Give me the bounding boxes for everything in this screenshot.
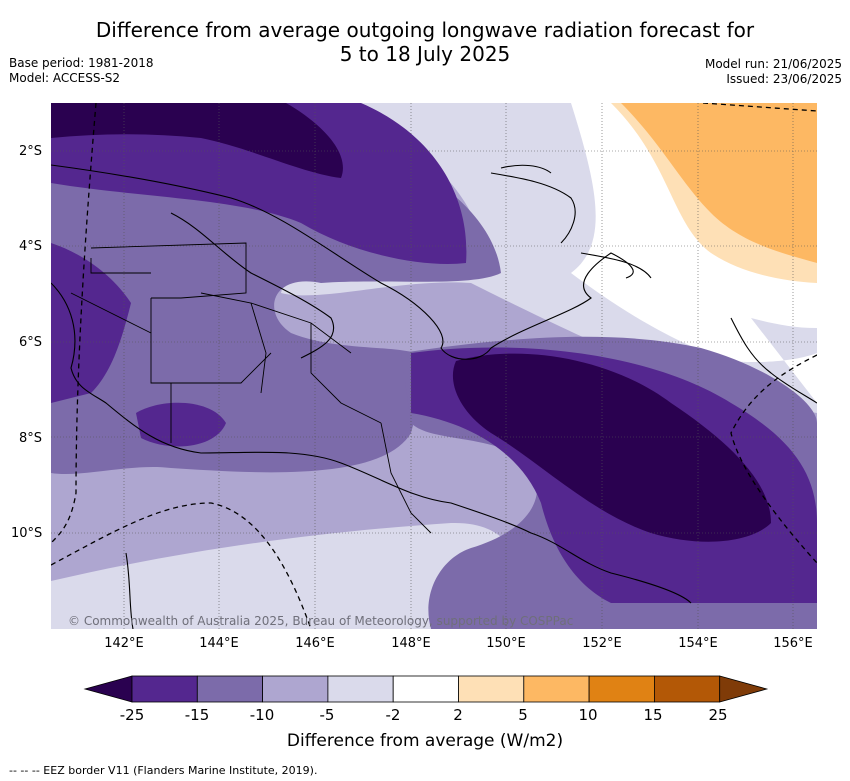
colorbar-label: Difference from average (W/m2) [286, 731, 564, 751]
cbar-tick-15: 15 [643, 706, 663, 724]
lat-label-4s: 4°S [19, 239, 43, 254]
colorbar-segment [458, 675, 525, 703]
model-run: Model run: 21/06/2025 [704, 57, 842, 71]
map-title: Difference from average outgoing longwav… [0, 18, 850, 66]
lat-label-2s: 2°S [19, 144, 43, 159]
base-period: Base period: 1981-2018 [9, 56, 154, 70]
lon-label-150e: 150°E [486, 636, 526, 651]
issued-date: Issued: 23/06/2025 [726, 72, 842, 86]
copyright-notice: © Commonwealth of Australia 2025, Bureau… [68, 614, 574, 628]
lon-label-148e: 148°E [391, 636, 431, 651]
map-canvas [51, 103, 817, 629]
lon-label-156e: 156°E [773, 636, 813, 651]
eez-legend-note: -- -- -- EEZ border V11 (Flanders Marine… [9, 764, 318, 777]
lat-label-10s: 10°S [11, 526, 43, 541]
colorbar-arrow-high [719, 675, 769, 703]
olr-anomaly-map [51, 103, 817, 629]
title-line-2: 5 to 18 July 2025 [339, 42, 511, 66]
lat-label-8s: 8°S [19, 431, 43, 446]
colorbar [83, 675, 769, 703]
colorbar-segment [523, 675, 590, 703]
cbar-tick-minus2: -2 [385, 706, 401, 724]
colorbar-segment [262, 675, 329, 703]
cbar-tick-minus25: -25 [119, 706, 145, 724]
cbar-tick-minus10: -10 [249, 706, 275, 724]
lon-label-146e: 146°E [295, 636, 335, 651]
band-minus25-minus15-westedge [51, 243, 131, 403]
lat-label-6s: 6°S [19, 335, 43, 350]
eez-border [51, 103, 817, 629]
band-minus5-minus2-south [51, 522, 551, 629]
colorbar-segment [654, 675, 721, 703]
band-below-minus25-core [452, 353, 771, 542]
meta-left: Base period: 1981-2018 Model: ACCESS-S2 [9, 56, 154, 86]
band-minus25-minus15-north [51, 103, 467, 264]
province-borders [70, 242, 432, 534]
cbar-tick-25: 25 [708, 706, 728, 724]
band-5-10 [621, 103, 817, 263]
cbar-tick-5: 5 [518, 706, 528, 724]
cbar-tick-2: 2 [453, 706, 463, 724]
model-name: Model: ACCESS-S2 [9, 71, 121, 85]
cbar-tick-minus5: -5 [319, 706, 335, 724]
title-line-1: Difference from average outgoing longwav… [95, 18, 755, 42]
lon-label-152e: 152°E [582, 636, 622, 651]
colorbar-segment [196, 675, 264, 703]
colorbar-segment [131, 675, 198, 703]
colorbar-segment [327, 675, 394, 703]
colorbar-arrow-low [83, 675, 133, 703]
colorbar-segment [392, 675, 459, 703]
colorbar-segment [588, 675, 655, 703]
lon-label-144e: 144°E [199, 636, 239, 651]
cbar-tick-minus15: -15 [184, 706, 210, 724]
coastlines [51, 164, 817, 629]
lon-label-154e: 154°E [678, 636, 718, 651]
cbar-tick-10: 10 [578, 706, 598, 724]
gridlines [51, 103, 817, 629]
meta-right: Model run: 21/06/2025 Issued: 23/06/2025 [705, 57, 842, 87]
band-minus25-minus15-blob [136, 402, 226, 447]
lon-label-142e: 142°E [104, 636, 144, 651]
